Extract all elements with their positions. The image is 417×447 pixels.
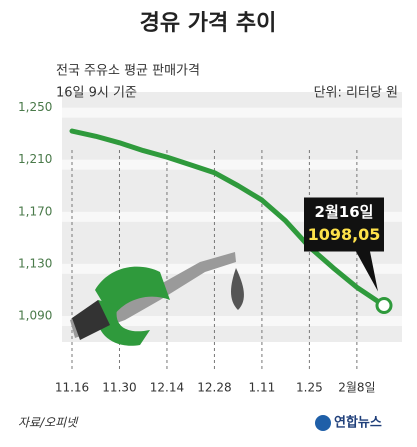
y-tick-label: 1,250 — [18, 100, 52, 114]
grid-band — [62, 263, 402, 274]
x-tick-label: 12.14 — [150, 381, 184, 395]
credit: 연합뉴스 — [334, 415, 382, 431]
x-tick-label: 1.25 — [296, 381, 323, 395]
fuel-nozzle-illustration — [70, 252, 244, 346]
y-tick-label: 1,090 — [18, 308, 52, 322]
grid-band — [62, 159, 402, 170]
x-tick-label: 1.11 — [249, 381, 276, 395]
value-label: 1098,05 — [308, 225, 381, 244]
y-tick-label: 1,130 — [18, 256, 52, 270]
grid-band — [62, 315, 402, 326]
x-tick-label: 12.28 — [197, 381, 231, 395]
grid-band — [62, 211, 402, 222]
y-tick-label: 1,170 — [18, 204, 52, 218]
grid-band — [62, 107, 402, 118]
x-tick-label: 11.30 — [102, 381, 136, 395]
subtitle: 전국 주유소 평균 판매가격 — [56, 64, 200, 79]
source: 자료/오피넷 — [18, 416, 79, 430]
logo-icon — [315, 415, 331, 431]
end-point — [375, 296, 393, 314]
chart-title: 경유 가격 추이 — [140, 11, 277, 36]
price-line — [69, 128, 387, 308]
x-tick-label: 11.16 — [55, 381, 89, 395]
y-tick-label: 1,210 — [18, 152, 52, 166]
unit-label: 단위: 리터당 원 — [314, 86, 398, 101]
callout-date: 2월16일 — [315, 203, 374, 221]
subtitle: 16일 9시 기준 — [56, 86, 137, 101]
callout-box — [304, 197, 384, 292]
x-tick-label: 2월8일 — [338, 381, 375, 395]
